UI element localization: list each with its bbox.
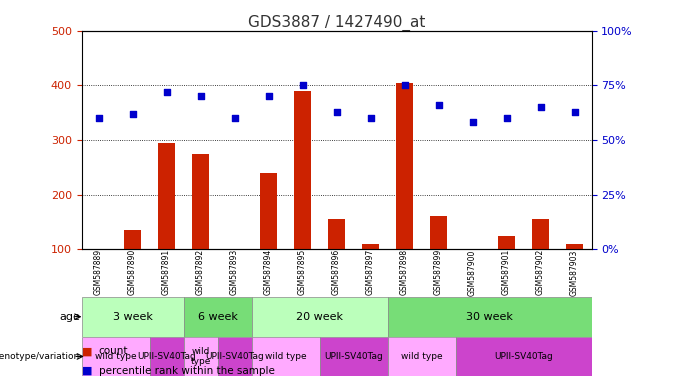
Text: 30 week: 30 week xyxy=(466,312,513,322)
Point xyxy=(93,115,104,121)
Point xyxy=(127,111,138,117)
Text: ■: ■ xyxy=(82,366,92,376)
Text: UPII-SV40Tag: UPII-SV40Tag xyxy=(205,352,264,361)
Bar xyxy=(252,337,320,376)
Text: GSM587896: GSM587896 xyxy=(332,249,341,295)
Text: GSM587890: GSM587890 xyxy=(128,249,137,295)
Bar xyxy=(150,337,184,376)
Point xyxy=(535,104,546,110)
Text: age: age xyxy=(59,312,80,322)
Text: 6 week: 6 week xyxy=(198,312,237,322)
Text: GSM587898: GSM587898 xyxy=(400,249,409,295)
Text: genotype/variation: genotype/variation xyxy=(0,352,80,361)
Point xyxy=(297,82,308,88)
Bar xyxy=(388,297,592,337)
Bar xyxy=(328,219,345,249)
Bar xyxy=(184,297,252,337)
Text: percentile rank within the sample: percentile rank within the sample xyxy=(99,366,275,376)
Bar xyxy=(82,337,150,376)
Point xyxy=(467,119,478,126)
Text: wild type: wild type xyxy=(265,352,307,361)
Bar xyxy=(362,244,379,249)
Bar xyxy=(566,244,583,249)
Title: GDS3887 / 1427490_at: GDS3887 / 1427490_at xyxy=(248,15,425,31)
Bar xyxy=(320,337,388,376)
Text: GSM587893: GSM587893 xyxy=(230,249,239,295)
Point xyxy=(399,82,410,88)
Bar xyxy=(430,217,447,249)
Bar xyxy=(82,297,184,337)
Bar xyxy=(124,230,141,249)
Text: GSM587899: GSM587899 xyxy=(434,249,443,295)
Point xyxy=(161,89,172,95)
Text: UPII-SV40Tag: UPII-SV40Tag xyxy=(137,352,196,361)
Text: GSM587889: GSM587889 xyxy=(94,249,103,295)
Point xyxy=(263,93,274,99)
Bar xyxy=(260,173,277,249)
Bar xyxy=(218,337,252,376)
Text: wild type: wild type xyxy=(95,352,137,361)
Bar xyxy=(158,143,175,249)
Text: GSM587895: GSM587895 xyxy=(298,249,307,295)
Text: wild
type: wild type xyxy=(190,347,211,366)
Point xyxy=(501,115,512,121)
Text: ■: ■ xyxy=(82,346,92,356)
Text: GSM587903: GSM587903 xyxy=(570,249,579,296)
Text: GSM587894: GSM587894 xyxy=(264,249,273,295)
Bar xyxy=(184,337,218,376)
Text: count: count xyxy=(99,346,128,356)
Text: GSM587892: GSM587892 xyxy=(196,249,205,295)
Text: GSM587897: GSM587897 xyxy=(366,249,375,295)
Bar xyxy=(252,297,388,337)
Bar xyxy=(456,337,592,376)
Point xyxy=(229,115,240,121)
Text: GSM587902: GSM587902 xyxy=(536,249,545,295)
Text: UPII-SV40Tag: UPII-SV40Tag xyxy=(324,352,383,361)
Text: wild type: wild type xyxy=(401,352,443,361)
Point xyxy=(365,115,376,121)
Text: 20 week: 20 week xyxy=(296,312,343,322)
Point xyxy=(433,102,444,108)
Bar xyxy=(396,83,413,249)
Point xyxy=(569,109,580,115)
Text: 3 week: 3 week xyxy=(113,312,152,322)
Bar xyxy=(192,154,209,249)
Bar xyxy=(388,337,456,376)
Bar xyxy=(498,235,515,249)
Point xyxy=(195,93,206,99)
Text: GSM587891: GSM587891 xyxy=(162,249,171,295)
Text: GSM587901: GSM587901 xyxy=(502,249,511,295)
Bar xyxy=(532,219,549,249)
Text: GSM587900: GSM587900 xyxy=(468,249,477,296)
Bar xyxy=(294,91,311,249)
Point xyxy=(331,109,342,115)
Text: UPII-SV40Tag: UPII-SV40Tag xyxy=(494,352,553,361)
